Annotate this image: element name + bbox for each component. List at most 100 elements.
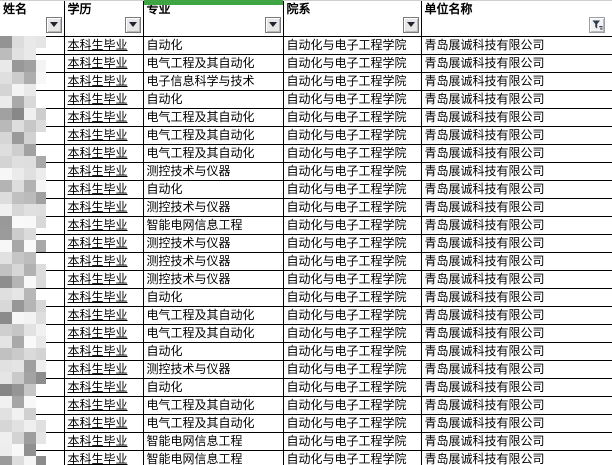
cell-company[interactable]: 青岛展诚科技有限公司 [420,179,612,199]
cell-department[interactable]: 自动化与电子工程学院 [282,35,422,55]
cell-company[interactable]: 青岛展诚科技有限公司 [420,197,612,217]
cell-company[interactable]: 青岛展诚科技有限公司 [420,251,612,271]
cell-major[interactable]: 测控技术与仪器 [142,161,284,181]
cell-degree[interactable]: 本科生毕业 [63,143,144,163]
cell-major[interactable]: 测控技术与仪器 [142,197,284,217]
cell-company[interactable]: 青岛展诚科技有限公司 [420,269,612,289]
cell-company[interactable]: 青岛展诚科技有限公司 [420,107,612,127]
cell-major[interactable]: 电气工程及其自动化 [142,125,284,145]
cell-degree[interactable]: 本科生毕业 [63,449,144,465]
cell-department[interactable]: 自动化与电子工程学院 [282,305,422,325]
cell-company[interactable]: 青岛展诚科技有限公司 [420,215,612,235]
cell-department[interactable]: 自动化与电子工程学院 [282,287,422,307]
cell-major[interactable]: 电气工程及其自动化 [142,107,284,127]
cell-company[interactable]: 青岛展诚科技有限公司 [420,125,612,145]
cell-major[interactable]: 测控技术与仪器 [142,233,284,253]
cell-company[interactable]: 青岛展诚科技有限公司 [420,143,612,163]
cell-company[interactable]: 青岛展诚科技有限公司 [420,359,612,379]
cell-department[interactable]: 自动化与电子工程学院 [282,323,422,343]
cell-degree[interactable]: 本科生毕业 [63,269,144,289]
cell-degree[interactable]: 本科生毕业 [63,53,144,73]
cell-degree[interactable]: 本科生毕业 [63,377,144,397]
cell-degree[interactable]: 本科生毕业 [63,71,144,91]
cell-company[interactable]: 青岛展诚科技有限公司 [420,395,612,415]
cell-degree[interactable]: 本科生毕业 [63,179,144,199]
cell-degree[interactable]: 本科生毕业 [63,197,144,217]
cell-company[interactable]: 青岛展诚科技有限公司 [420,413,612,433]
cell-degree[interactable]: 本科生毕业 [63,161,144,181]
cell-department[interactable]: 自动化与电子工程学院 [282,413,422,433]
cell-degree[interactable]: 本科生毕业 [63,395,144,415]
cell-department[interactable]: 自动化与电子工程学院 [282,233,422,253]
cell-major[interactable]: 测控技术与仪器 [142,269,284,289]
cell-major[interactable]: 自动化 [142,287,284,307]
cell-department[interactable]: 自动化与电子工程学院 [282,71,422,91]
cell-major[interactable]: 电气工程及其自动化 [142,395,284,415]
cell-department[interactable]: 自动化与电子工程学院 [282,431,422,451]
cell-company[interactable]: 青岛展诚科技有限公司 [420,233,612,253]
cell-department[interactable]: 自动化与电子工程学院 [282,395,422,415]
cell-degree[interactable]: 本科生毕业 [63,215,144,235]
cell-department[interactable]: 自动化与电子工程学院 [282,197,422,217]
filter-button-name[interactable] [45,16,62,33]
cell-degree[interactable]: 本科生毕业 [63,89,144,109]
cell-major[interactable]: 智能电网信息工程 [142,449,284,465]
cell-department[interactable]: 自动化与电子工程学院 [282,89,422,109]
cell-department[interactable]: 自动化与电子工程学院 [282,161,422,181]
cell-department[interactable]: 自动化与电子工程学院 [282,377,422,397]
cell-company[interactable]: 青岛展诚科技有限公司 [420,89,612,109]
cell-major[interactable]: 自动化 [142,377,284,397]
cell-company[interactable]: 青岛展诚科技有限公司 [420,323,612,343]
cell-major[interactable]: 智能电网信息工程 [142,431,284,451]
cell-degree[interactable]: 本科生毕业 [63,305,144,325]
cell-company[interactable]: 青岛展诚科技有限公司 [420,35,612,55]
cell-major[interactable]: 自动化 [142,341,284,361]
cell-degree[interactable]: 本科生毕业 [63,251,144,271]
filter-button-major[interactable] [264,16,281,33]
cell-department[interactable]: 自动化与电子工程学院 [282,215,422,235]
cell-department[interactable]: 自动化与电子工程学院 [282,251,422,271]
cell-degree[interactable]: 本科生毕业 [63,341,144,361]
cell-company[interactable]: 青岛展诚科技有限公司 [420,341,612,361]
cell-department[interactable]: 自动化与电子工程学院 [282,449,422,465]
cell-department[interactable]: 自动化与电子工程学院 [282,359,422,379]
cell-company[interactable]: 青岛展诚科技有限公司 [420,431,612,451]
cell-major[interactable]: 自动化 [142,35,284,55]
cell-company[interactable]: 青岛展诚科技有限公司 [420,53,612,73]
cell-degree[interactable]: 本科生毕业 [63,35,144,55]
filter-button-degree[interactable] [124,16,141,33]
cell-department[interactable]: 自动化与电子工程学院 [282,341,422,361]
cell-department[interactable]: 自动化与电子工程学院 [282,143,422,163]
cell-major[interactable]: 测控技术与仪器 [142,359,284,379]
cell-company[interactable]: 青岛展诚科技有限公司 [420,287,612,307]
cell-major[interactable]: 电气工程及其自动化 [142,53,284,73]
cell-degree[interactable]: 本科生毕业 [63,287,144,307]
cell-major[interactable]: 智能电网信息工程 [142,215,284,235]
cell-degree[interactable]: 本科生毕业 [63,233,144,253]
cell-company[interactable]: 青岛展诚科技有限公司 [420,161,612,181]
cell-major[interactable]: 电子信息科学与技术 [142,71,284,91]
filter-button-department[interactable] [402,16,419,33]
cell-major[interactable]: 测控技术与仪器 [142,251,284,271]
cell-department[interactable]: 自动化与电子工程学院 [282,107,422,127]
cell-degree[interactable]: 本科生毕业 [63,431,144,451]
cell-department[interactable]: 自动化与电子工程学院 [282,125,422,145]
cell-major[interactable]: 自动化 [142,179,284,199]
cell-company[interactable]: 青岛展诚科技有限公司 [420,377,612,397]
cell-department[interactable]: 自动化与电子工程学院 [282,179,422,199]
cell-major[interactable]: 电气工程及其自动化 [142,305,284,325]
cell-degree[interactable]: 本科生毕业 [63,359,144,379]
cell-major[interactable]: 电气工程及其自动化 [142,323,284,343]
cell-major[interactable]: 电气工程及其自动化 [142,413,284,433]
cell-degree[interactable]: 本科生毕业 [63,323,144,343]
cell-department[interactable]: 自动化与电子工程学院 [282,269,422,289]
cell-company[interactable]: 青岛展诚科技有限公司 [420,305,612,325]
cell-department[interactable]: 自动化与电子工程学院 [282,53,422,73]
cell-major[interactable]: 自动化 [142,89,284,109]
cell-company[interactable]: 青岛展诚科技有限公司 [420,71,612,91]
filter-button-active-company[interactable] [589,16,605,33]
cell-degree[interactable]: 本科生毕业 [63,413,144,433]
cell-degree[interactable]: 本科生毕业 [63,125,144,145]
cell-company[interactable]: 青岛展诚科技有限公司 [420,449,612,465]
cell-major[interactable]: 电气工程及其自动化 [142,143,284,163]
